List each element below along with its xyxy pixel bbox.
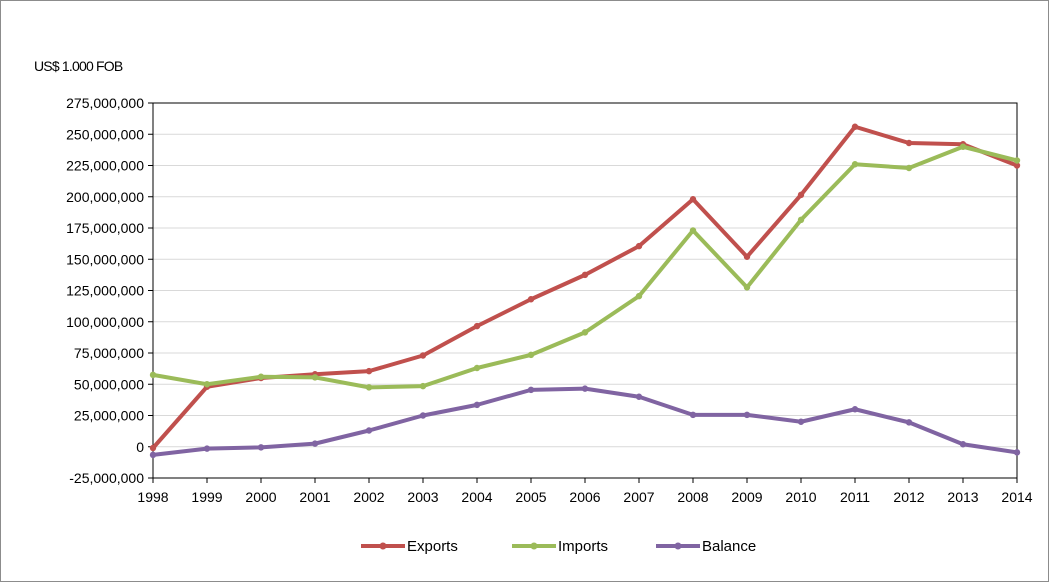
exports-legend-label: Exports xyxy=(407,538,458,555)
imports-data-point xyxy=(149,371,157,379)
x-tick-label: 2012 xyxy=(893,489,924,505)
imports-data-point xyxy=(473,364,481,372)
x-tick-label: 2001 xyxy=(299,489,330,505)
imports-data-point xyxy=(203,381,211,388)
balance-data-point xyxy=(743,411,751,419)
gridlines xyxy=(153,102,1017,479)
balance-legend-marker xyxy=(674,542,682,550)
balance-data-point xyxy=(203,445,211,452)
balance-data-point xyxy=(527,386,535,394)
x-tick-label: 1999 xyxy=(191,489,222,505)
x-tick-label: 2010 xyxy=(785,489,816,505)
exports-data-point xyxy=(419,352,427,359)
y-tick-label: 0 xyxy=(136,439,144,455)
exports-data-point xyxy=(473,322,481,330)
imports-data-point xyxy=(581,329,589,336)
balance-data-point xyxy=(635,393,643,400)
imports-data-point xyxy=(689,227,697,234)
balance-data-point xyxy=(473,401,481,409)
imports-legend-label: Imports xyxy=(558,538,608,555)
exports-data-point xyxy=(527,296,535,303)
x-tick-label: 2003 xyxy=(407,489,438,505)
balance-data-point xyxy=(581,385,589,392)
y-tick-label: 125,000,000 xyxy=(66,283,144,299)
x-tick-label: 2004 xyxy=(461,489,492,505)
imports-legend-marker xyxy=(530,542,538,550)
exports-data-point xyxy=(365,367,373,375)
exports-data-point xyxy=(851,123,859,130)
y-tick-label: 225,000,000 xyxy=(66,158,144,174)
x-tick-label: 2000 xyxy=(245,489,276,505)
balance-data-point xyxy=(689,411,697,419)
balance-data-point xyxy=(851,406,859,413)
exports-data-point xyxy=(1013,162,1021,169)
y-tick-label: 25,000,000 xyxy=(74,408,144,424)
series-group xyxy=(149,123,1021,459)
balance-data-point xyxy=(419,412,427,419)
x-tick-label: 2014 xyxy=(1001,489,1032,505)
exports-data-point xyxy=(581,271,589,279)
y-tick-label: 175,000,000 xyxy=(66,220,144,236)
imports-data-point xyxy=(365,384,373,391)
exports-data-point xyxy=(149,444,157,452)
exports-data-point xyxy=(905,139,913,147)
x-tick-label: 2006 xyxy=(569,489,600,505)
imports-data-point xyxy=(257,373,265,380)
y-tick-label: 75,000,000 xyxy=(74,345,144,361)
y-axis-unit-label: US$ 1.000 FOB xyxy=(34,58,123,74)
y-tick-label: -25,000,000 xyxy=(69,470,144,486)
y-tick-label: 150,000,000 xyxy=(66,251,144,267)
balance-data-point xyxy=(1013,449,1021,456)
balance-data-point xyxy=(365,427,373,434)
imports-data-point xyxy=(797,216,805,224)
y-tick-label: 250,000,000 xyxy=(66,126,144,142)
exports-data-point xyxy=(797,191,805,199)
x-tick-label: 2011 xyxy=(840,489,870,505)
x-tick-label: 2002 xyxy=(353,489,384,505)
imports-series-line xyxy=(151,144,1019,390)
y-tick-label: 275,000,000 xyxy=(66,95,144,111)
x-tick-label: 2009 xyxy=(731,489,762,505)
imports-data-point xyxy=(527,351,535,359)
balance-data-point xyxy=(311,440,319,447)
imports-data-point xyxy=(959,143,967,150)
imports-data-point xyxy=(311,374,319,381)
imports-data-point xyxy=(635,292,643,300)
y-axis: -25,000,000 0 25,000,000 50,000,000 75,000,0… xyxy=(66,95,153,486)
x-axis: 1998 1999 2000 2001 2002 2003 2004 2005 2006 2007… xyxy=(137,478,1033,505)
exports-legend-marker xyxy=(379,542,387,550)
balance-series-line xyxy=(151,386,1019,457)
x-tick-label: 2007 xyxy=(623,489,654,505)
exports-data-point xyxy=(635,242,643,250)
x-tick-label: 2013 xyxy=(947,489,978,505)
y-tick-label: 100,000,000 xyxy=(66,314,144,330)
exports-data-point xyxy=(689,196,697,203)
imports-data-point xyxy=(905,164,913,172)
balance-data-point xyxy=(797,418,805,425)
x-tick-label: 2005 xyxy=(515,489,546,505)
exports-data-point xyxy=(743,253,751,260)
exports-series-line xyxy=(151,124,1019,450)
imports-data-point xyxy=(1013,157,1021,164)
y-tick-label: 200,000,000 xyxy=(66,189,144,205)
balance-legend-label: Balance xyxy=(702,538,756,555)
x-tick-label: 2008 xyxy=(677,489,708,505)
imports-data-point xyxy=(851,161,859,168)
y-tick-label: 50,000,000 xyxy=(74,376,144,392)
imports-data-point xyxy=(419,382,427,390)
x-tick-label: 1998 xyxy=(137,489,168,505)
balance-data-point xyxy=(149,451,157,459)
balance-data-point xyxy=(905,419,913,426)
legend: Exports Imports Balance xyxy=(361,538,756,555)
imports-data-point xyxy=(743,284,751,291)
balance-data-point xyxy=(959,441,967,448)
balance-data-point xyxy=(257,444,265,451)
